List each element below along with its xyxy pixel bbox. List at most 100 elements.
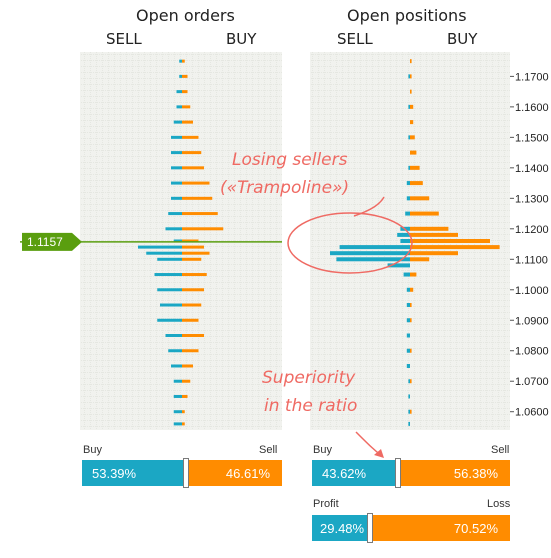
orders-buy-bar bbox=[182, 196, 213, 200]
orders-sell-bar bbox=[171, 364, 182, 368]
y-tick-label: 1.1500 bbox=[515, 132, 549, 144]
positions-sell-bar bbox=[330, 251, 410, 256]
positions-sell-bar bbox=[406, 363, 410, 368]
y-tick-label: 1.1700 bbox=[515, 71, 549, 83]
orders-sell-bar bbox=[176, 105, 182, 109]
orders-sell-bar bbox=[171, 135, 182, 139]
positions-buy-bar bbox=[410, 379, 412, 384]
positions-buy-bar bbox=[410, 409, 412, 414]
orders-buy-bar bbox=[182, 135, 199, 139]
orders-sell-bar bbox=[157, 257, 182, 261]
orders-sell-ratio-label: Sell bbox=[259, 444, 278, 456]
y-tick-label: 1.0700 bbox=[515, 376, 549, 388]
positions-buy-bar bbox=[410, 104, 414, 109]
positions-buy-bar bbox=[410, 257, 430, 262]
positions-sell-bar bbox=[408, 421, 410, 426]
orders-sell-bar bbox=[171, 166, 182, 170]
orders-sell-bar bbox=[157, 288, 182, 292]
orders-buy-bar bbox=[182, 318, 199, 322]
positions-sell-bar bbox=[408, 409, 410, 414]
y-tick-label: 1.1300 bbox=[515, 193, 549, 205]
positions-buy-bar bbox=[410, 226, 449, 231]
positions-buy-bar bbox=[410, 196, 430, 201]
y-tick-label: 1.1200 bbox=[515, 224, 549, 236]
orders-buy-bar bbox=[182, 181, 210, 185]
positions-sell-bar bbox=[406, 287, 410, 292]
orders-sell-bar bbox=[171, 196, 182, 200]
y-tick-label: 1.0600 bbox=[515, 407, 549, 419]
annotation-superiority: Superiority bbox=[262, 368, 356, 388]
positions-sell-bar bbox=[408, 104, 410, 109]
positions-sell-bar bbox=[408, 165, 410, 170]
positions-buy-bar bbox=[410, 251, 458, 256]
y-tick-label: 1.1100 bbox=[515, 254, 548, 266]
positions-sell-bar bbox=[339, 245, 410, 250]
y-tick-label: 1.1000 bbox=[515, 285, 549, 297]
orders-sell-bar bbox=[165, 227, 182, 231]
orders-sell-ratio-bar: 46.61% bbox=[186, 460, 282, 486]
positions-buy-bar bbox=[410, 318, 412, 323]
positions-buy-bar bbox=[410, 150, 417, 155]
profit-ratio-bar: 29.48% bbox=[312, 515, 370, 541]
orders-buy-bar bbox=[182, 227, 224, 231]
trampoline-connector bbox=[353, 196, 385, 217]
positions-sell-bar bbox=[397, 232, 410, 237]
orders-sell-bar bbox=[160, 303, 182, 307]
orders-buy-bar bbox=[182, 105, 191, 109]
orders-sell-bar bbox=[138, 245, 182, 249]
positions-sell-bar bbox=[408, 394, 410, 399]
orders-sell-bar bbox=[171, 181, 182, 185]
orders-sell-bar bbox=[173, 120, 182, 124]
positions-sell-bar bbox=[406, 303, 410, 308]
positions-sell-bar bbox=[400, 239, 410, 243]
orders-buy-bar bbox=[182, 364, 193, 368]
orders-buy-bar bbox=[182, 120, 193, 124]
profit-label: Profit bbox=[313, 498, 339, 510]
positions-sell-bar bbox=[387, 263, 410, 268]
positions-buy-bar bbox=[410, 59, 412, 64]
open-positions-title: Open positions bbox=[347, 6, 467, 25]
positions-sell-bar bbox=[406, 348, 410, 353]
orders-sell-bar bbox=[154, 273, 182, 277]
positions-buy-bar bbox=[410, 74, 412, 79]
positions-buy-bar bbox=[410, 239, 490, 243]
positions-buy-ratio-label: Buy bbox=[313, 444, 332, 456]
positions-sell-bar bbox=[406, 181, 410, 186]
positions-buy-bar bbox=[410, 232, 458, 237]
positions-buy-label: BUY bbox=[447, 30, 478, 48]
orders-buy-ratio-label: Buy bbox=[83, 444, 102, 456]
positions-buy-bar bbox=[410, 245, 500, 250]
positions-sell-bar bbox=[406, 333, 410, 338]
positions-buy-bar bbox=[410, 120, 414, 125]
positions-sell-bar bbox=[406, 318, 410, 323]
positions-sell-bar bbox=[336, 257, 410, 262]
positions-sell-bar bbox=[408, 74, 410, 79]
annotation-in-the-ratio: in the ratio bbox=[264, 396, 358, 416]
orders-sell-bar bbox=[171, 151, 182, 155]
loss-label: Loss bbox=[487, 498, 511, 510]
positions-sell-label: SELL bbox=[337, 30, 373, 48]
open-orders-title: Open orders bbox=[136, 6, 235, 25]
positions-buy-bar bbox=[410, 211, 439, 216]
orders-buy-bar bbox=[182, 410, 185, 414]
orders-buy-bar bbox=[182, 59, 185, 63]
orders-buy-bar bbox=[182, 422, 185, 426]
orders-buy-bar bbox=[182, 90, 188, 94]
y-tick-label: 1.1600 bbox=[515, 102, 549, 114]
orders-buy-bar bbox=[182, 379, 191, 383]
positions-buy-bar bbox=[410, 272, 417, 277]
orders-sell-bar bbox=[168, 212, 182, 216]
positions-sell-bar bbox=[405, 211, 410, 216]
orders-sell-bar bbox=[179, 59, 182, 63]
orders-sell-bar bbox=[179, 74, 182, 78]
orders-sell-ratio-value: 46.61% bbox=[225, 465, 270, 481]
orders-buy-bar bbox=[182, 166, 204, 170]
orders-sell-bar bbox=[173, 410, 182, 414]
orders-buy-label: BUY bbox=[226, 30, 257, 48]
orders-buy-bar bbox=[182, 251, 210, 255]
positions-sell-bar bbox=[408, 379, 410, 384]
orders-ratio-divider bbox=[183, 458, 189, 488]
positions-buy-bar bbox=[410, 89, 412, 94]
trampoline-ellipse bbox=[287, 212, 413, 274]
